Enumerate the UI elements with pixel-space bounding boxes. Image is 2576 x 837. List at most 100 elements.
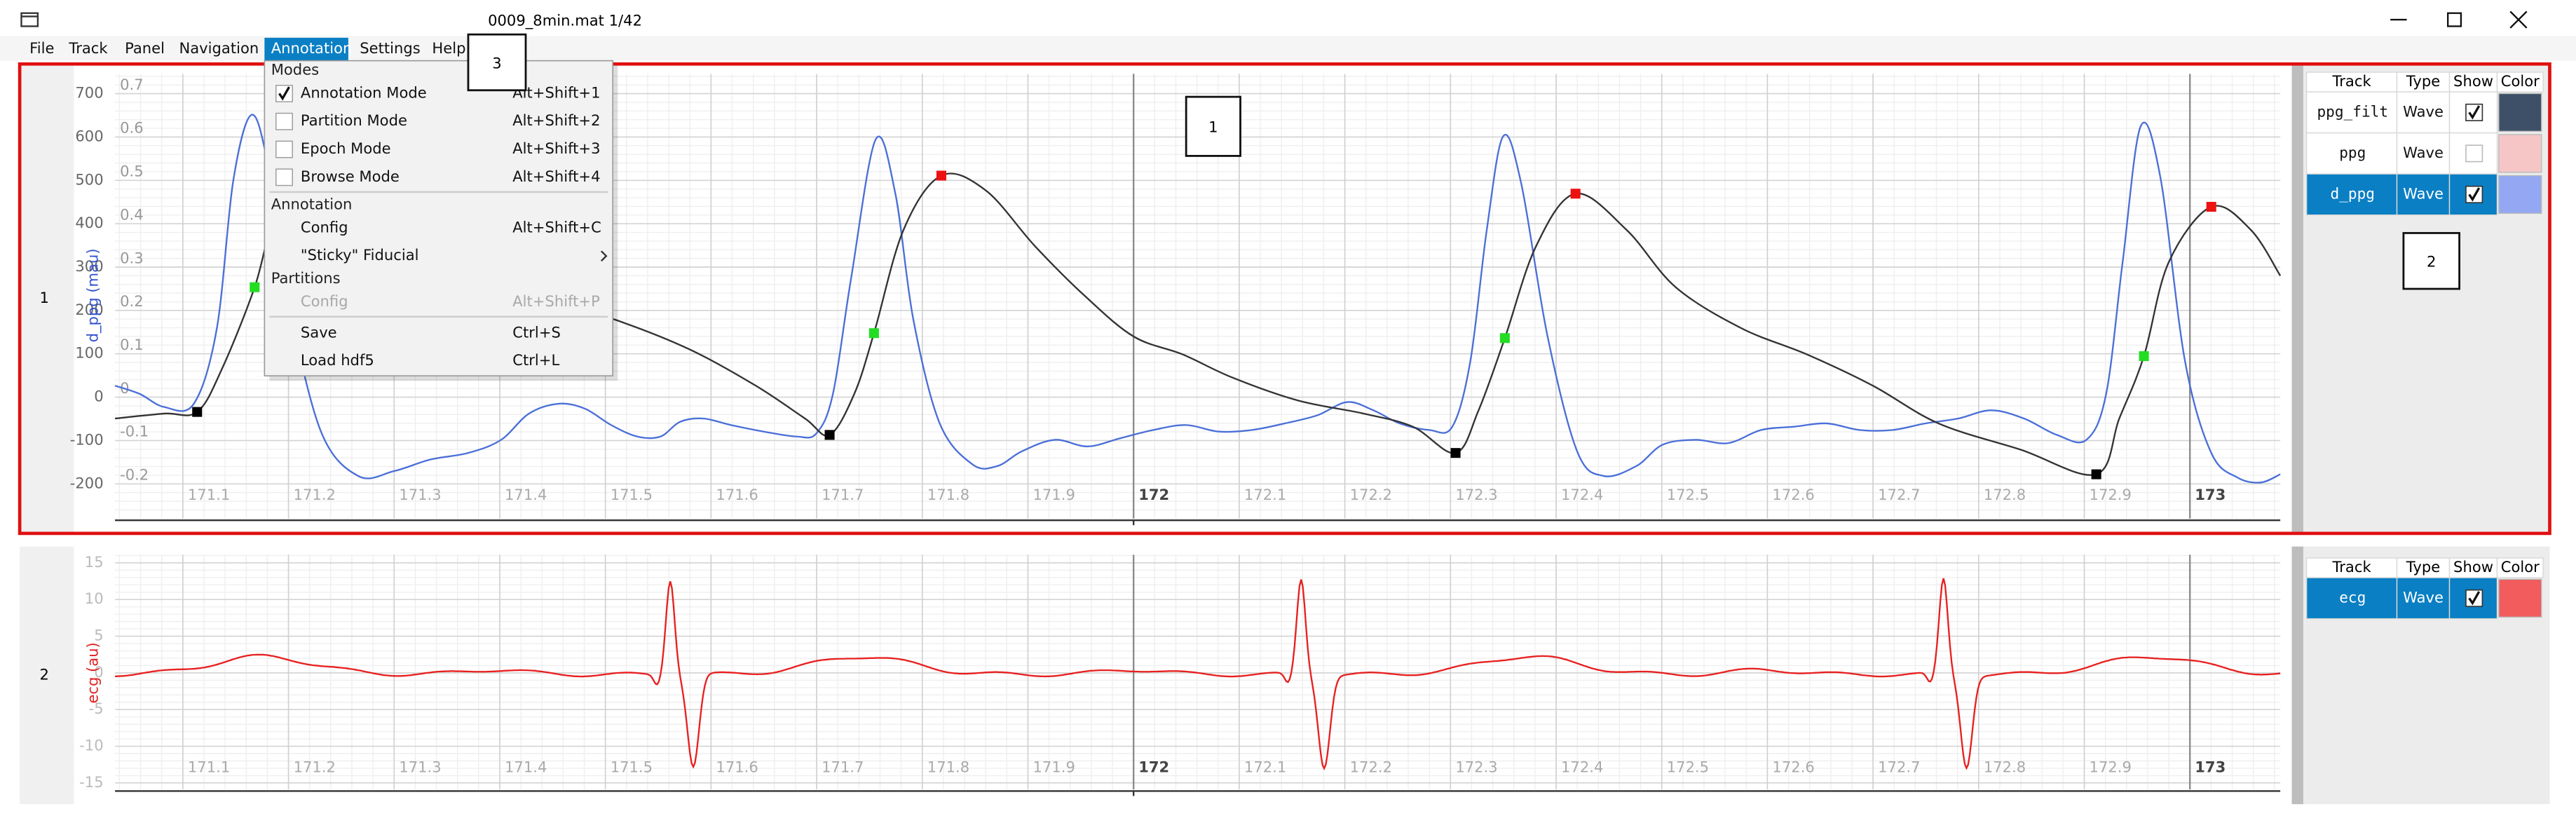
splitter (2291, 546, 2303, 805)
y-tick-label: -100 (70, 430, 104, 448)
y-tick-label: 0 (94, 388, 103, 405)
track-type: Wave (2403, 184, 2444, 202)
y-tick-label: 700 (75, 84, 103, 102)
color-swatch[interactable] (2498, 578, 2542, 618)
menu-item-label[interactable]: Config (301, 218, 348, 236)
callout-label: 3 (492, 54, 501, 72)
x-tick-label: 171.7 (822, 758, 864, 776)
x-tick-label: 172.2 (1350, 486, 1392, 503)
restore-button[interactable] (2447, 12, 2462, 27)
x-tick-label: 172.6 (1772, 486, 1814, 503)
x-tick-label: 172.3 (1455, 486, 1497, 503)
color-swatch[interactable] (2498, 134, 2542, 173)
callout-box (2402, 232, 2460, 290)
menu-section-title: Annotation (271, 196, 353, 213)
track-name[interactable]: ppg (2339, 144, 2366, 161)
table-header: Type (2406, 558, 2440, 576)
x-tick-label: 171.1 (188, 758, 230, 776)
fiducial-marker[interactable] (2206, 201, 2216, 212)
panel-strip (20, 546, 74, 805)
fiducial-marker[interactable] (1499, 333, 1510, 343)
table-cell[interactable] (2305, 91, 2398, 134)
fiducial-marker[interactable] (2091, 469, 2101, 479)
fiducial-marker[interactable] (192, 407, 203, 417)
track-name[interactable]: ecg (2339, 588, 2366, 606)
menubar-item[interactable]: Track (68, 39, 108, 57)
x-tick-label: 171.6 (716, 486, 758, 503)
track-name[interactable]: ppg_filt (2317, 102, 2388, 120)
x-tick-label: 171.1 (188, 486, 230, 503)
table-cell[interactable] (2396, 132, 2451, 175)
x-tick-label: 171.5 (611, 486, 653, 503)
menu-shortcut: Alt+Shift+P (512, 292, 600, 310)
track-type: Wave (2403, 102, 2444, 120)
menubar-item[interactable]: Annotation (271, 39, 353, 57)
track-name[interactable]: d_ppg (2331, 184, 2375, 202)
y-tick-label: 5 (94, 627, 103, 644)
menu-item-label[interactable]: Save (301, 323, 337, 341)
table-header: Show (2453, 558, 2493, 576)
menubar-item[interactable]: Panel (125, 39, 165, 57)
menu-shortcut: Ctrl+L (512, 351, 559, 369)
show-checkbox[interactable] (2465, 144, 2483, 163)
color-swatch[interactable] (2498, 175, 2542, 215)
y2-tick-label: -0.2 (120, 466, 149, 484)
table-cell[interactable] (2396, 91, 2451, 134)
x-tick-label: 172.7 (1878, 486, 1920, 503)
table-header-cell (2496, 72, 2544, 93)
table-cell[interactable] (2396, 173, 2451, 216)
x-tick-label: 172.6 (1772, 758, 1814, 776)
show-check (2468, 187, 2481, 202)
x-tick-label: 172.1 (1244, 758, 1286, 776)
y2-tick-label: 0.2 (120, 292, 144, 310)
menu-item-label[interactable]: Partition Mode (301, 111, 407, 129)
callout-box (467, 33, 527, 92)
menu-shortcut: Alt+Shift+1 (512, 83, 600, 101)
ecg-wave (115, 578, 2281, 771)
menubar-item[interactable]: Help (432, 39, 465, 57)
menu-section-title: Modes (271, 61, 319, 79)
x-tick-label: 172 (1138, 758, 1169, 776)
fiducial-marker[interactable] (1570, 189, 1581, 199)
y-tick-label: 500 (75, 170, 103, 188)
x-tick-label: 172.7 (1878, 758, 1920, 776)
menu-highlight (264, 37, 348, 61)
y2-tick-label: 0.1 (120, 336, 144, 353)
color-swatch[interactable] (2498, 93, 2542, 132)
fiducial-marker[interactable] (1450, 448, 1461, 458)
menu-shortcut: Alt+Shift+3 (512, 140, 600, 157)
menu-item-label[interactable]: Browse Mode (301, 168, 400, 185)
x-tick-label: 171.2 (294, 486, 336, 503)
fiducial-marker[interactable] (868, 328, 879, 339)
y-tick-label: -10 (79, 737, 103, 754)
menubar-item[interactable]: Navigation (179, 39, 259, 57)
menubar-item[interactable]: File (29, 39, 54, 57)
y-tick-label: 0 (94, 663, 103, 681)
dropdown-menu (264, 60, 614, 376)
menu-item-label[interactable]: Load hdf5 (301, 351, 374, 369)
menu-item-label[interactable]: Epoch Mode (301, 140, 391, 157)
x-tick-label: 171.4 (505, 486, 547, 503)
menubar-item[interactable]: Settings (360, 39, 421, 57)
menu-item-label[interactable]: "Sticky" Fiducial (301, 246, 419, 264)
table-cell[interactable] (2305, 132, 2398, 175)
x-tick-label: 172.4 (1561, 486, 1603, 503)
fiducial-marker[interactable] (936, 170, 946, 181)
fiducial-marker[interactable] (2139, 351, 2149, 362)
close-button[interactable] (2509, 11, 2528, 29)
x-tick-label: 171.2 (294, 758, 336, 776)
track-type: Wave (2403, 144, 2444, 161)
table-header: Track (2331, 72, 2371, 90)
x-tick-label: 172.8 (1984, 486, 2026, 503)
table-header-cell (2305, 557, 2398, 578)
show-check (2468, 105, 2481, 120)
fiducial-marker[interactable] (250, 282, 260, 292)
table-cell[interactable] (2305, 173, 2398, 216)
menu-item-label[interactable]: Annotation Mode (301, 83, 427, 101)
y-tick-label: -200 (70, 474, 104, 491)
selected-panel-outline (18, 62, 2551, 536)
fiducial-marker[interactable] (824, 430, 835, 440)
menu-item-label: Config (301, 292, 348, 310)
x-tick-label: 172.3 (1455, 758, 1497, 776)
